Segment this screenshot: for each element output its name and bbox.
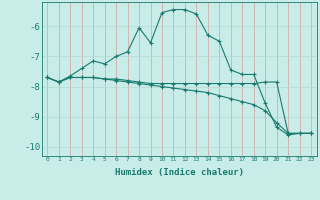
X-axis label: Humidex (Indice chaleur): Humidex (Indice chaleur): [115, 168, 244, 177]
